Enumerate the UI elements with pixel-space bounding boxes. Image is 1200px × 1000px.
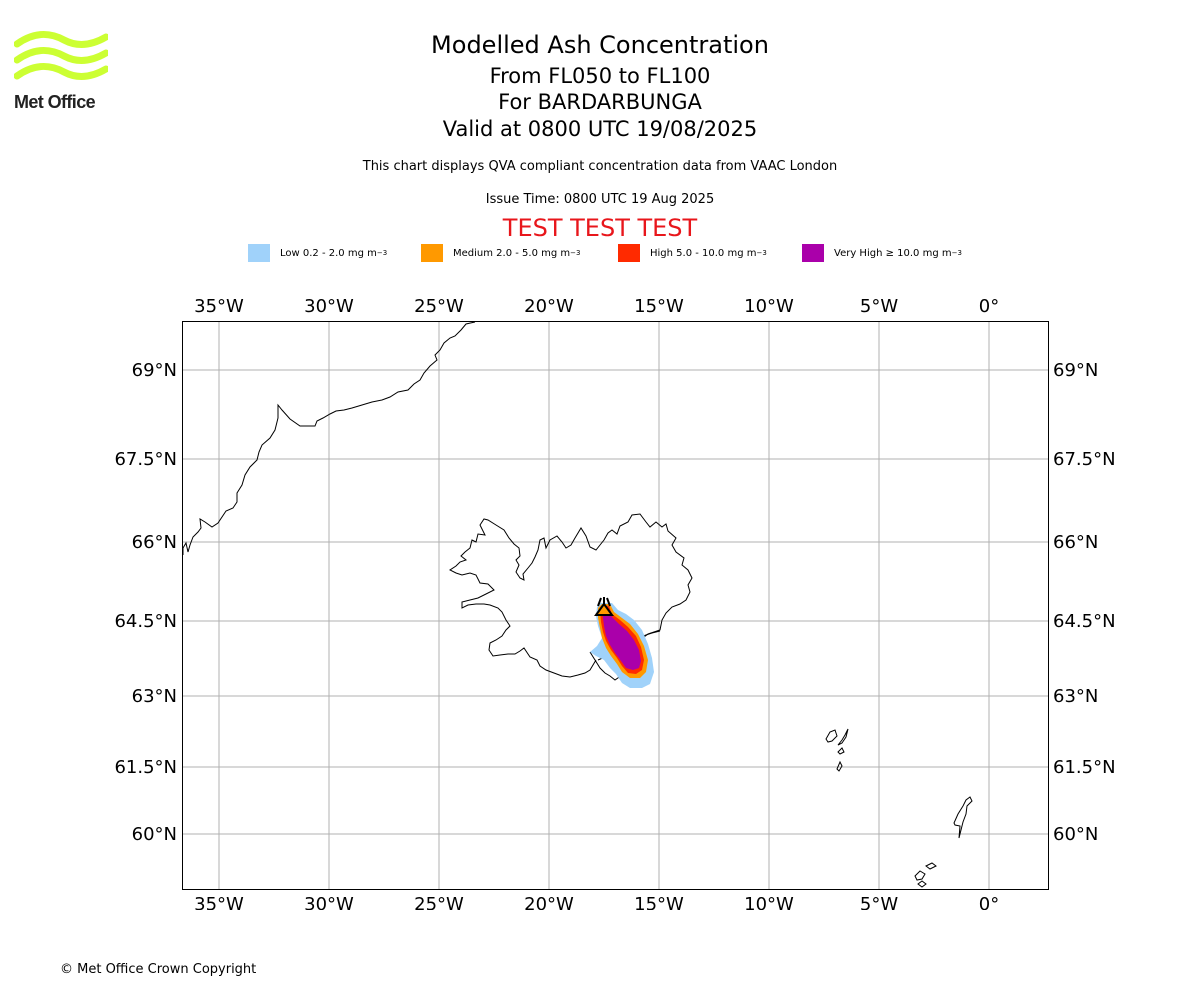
lat-tick-label-left: 64.5°N <box>114 611 177 632</box>
lat-tick-label-right: 66°N <box>1053 532 1098 553</box>
lat-tick-label-left: 60°N <box>132 824 177 845</box>
logo-wordmark: Met Office <box>14 92 96 112</box>
legend-swatch-very-high <box>802 244 824 262</box>
lon-tick-label-bottom: 30°W <box>304 894 354 910</box>
legend-swatch-medium <box>421 244 443 262</box>
lon-tick-label-top: 10°W <box>744 296 794 317</box>
lon-tick-label-bottom: 25°W <box>414 894 464 910</box>
lon-tick-label-bottom: 5°W <box>860 894 898 910</box>
lat-tick-label-left: 67.5°N <box>114 449 177 470</box>
lon-tick-label-top: 5°W <box>860 296 898 317</box>
lon-tick-label-top: 25°W <box>414 296 464 317</box>
coastline-greenland <box>182 321 476 555</box>
legend: Low 0.2 - 2.0 mg m −3 Medium 2.0 - 5.0 mg… <box>0 243 1200 265</box>
volcano-name: For BARDARBUNGA <box>498 90 702 114</box>
legend-swatch-high <box>618 244 640 262</box>
ash-map: 35°W 35°W 30°W 30°W 25°W 25°W 20°W 20°W 15°W 15°W… <box>114 296 1115 910</box>
legend-item-medium: Medium 2.0 - 5.0 mg m −3 <box>421 243 580 263</box>
lat-tick-label-left: 63°N <box>132 686 177 707</box>
legend-swatch-low <box>248 244 270 262</box>
lon-tick-label-bottom: 0° <box>979 894 999 910</box>
coastline-shetland <box>953 796 973 839</box>
volcano-icon-cone <box>594 602 614 616</box>
legend-label: Low 0.2 - 2.0 mg m <box>280 247 377 259</box>
test-banner: TEST TEST TEST <box>502 214 698 242</box>
legend-unit-exponent: −3 <box>756 249 767 257</box>
lon-tick-label-top: 15°W <box>634 296 684 317</box>
lat-tick-label-right: 63°N <box>1053 686 1098 707</box>
lon-tick-label-bottom: 15°W <box>634 894 684 910</box>
lat-tick-label-right: 69°N <box>1053 360 1098 381</box>
legend-unit-exponent: −3 <box>951 249 962 257</box>
ash-very-high <box>602 607 641 670</box>
chart-title: Modelled Ash Concentration <box>431 31 769 59</box>
legend-label: Medium 2.0 - 5.0 mg m <box>453 247 571 259</box>
coastline-iceland <box>449 513 693 681</box>
lat-tick-label-left: 61.5°N <box>114 757 177 778</box>
lon-tick-label-bottom: 35°W <box>194 894 244 910</box>
lat-tick-label-left: 66°N <box>132 532 177 553</box>
lat-tick-label-right: 67.5°N <box>1053 449 1116 470</box>
lat-tick-label-right: 64.5°N <box>1053 611 1116 632</box>
copyright-notice: © Met Office Crown Copyright <box>60 962 257 977</box>
lon-tick-label-top: 20°W <box>524 296 574 317</box>
chart-description: This chart displays QVA compliant concen… <box>362 159 838 174</box>
legend-item-low: Low 0.2 - 2.0 mg m −3 <box>248 243 387 263</box>
lat-tick-label-left: 69°N <box>132 360 177 381</box>
legend-unit-exponent: −3 <box>376 249 388 257</box>
legend-label: Very High ≥ 10.0 mg m <box>834 247 952 259</box>
issue-time: Issue Time: 0800 UTC 19 Aug 2025 <box>485 192 715 207</box>
legend-item-very-high: Very High ≥ 10.0 mg m −3 <box>802 243 962 263</box>
flight-levels: From FL050 to FL100 <box>489 64 711 88</box>
lon-tick-label-top: 35°W <box>194 296 244 317</box>
coastline-faroe <box>825 728 849 772</box>
lon-tick-label-top: 30°W <box>304 296 354 317</box>
map-frame <box>182 321 1049 890</box>
volcano-icon-plume <box>597 597 611 607</box>
axis-labels: 35°W 35°W 30°W 30°W 25°W 25°W 20°W 20°W 15°W 15°W… <box>114 296 1115 910</box>
met-office-logo-icon <box>14 31 108 80</box>
legend-unit-exponent: −3 <box>570 249 581 257</box>
volcano-icon <box>594 597 614 616</box>
lon-tick-label-top: 0° <box>979 296 999 317</box>
lat-tick-label-right: 60°N <box>1053 824 1098 845</box>
lon-tick-label-bottom: 20°W <box>524 894 574 910</box>
lon-tick-label-bottom: 10°W <box>744 894 794 910</box>
valid-time: Valid at 0800 UTC 19/08/2025 <box>442 117 758 141</box>
legend-item-high: High 5.0 - 10.0 mg m −3 <box>618 243 767 263</box>
coastline-orkney <box>914 862 937 888</box>
lat-tick-label-right: 61.5°N <box>1053 757 1116 778</box>
legend-label: High 5.0 - 10.0 mg m <box>650 247 757 259</box>
gridlines <box>182 321 1049 890</box>
